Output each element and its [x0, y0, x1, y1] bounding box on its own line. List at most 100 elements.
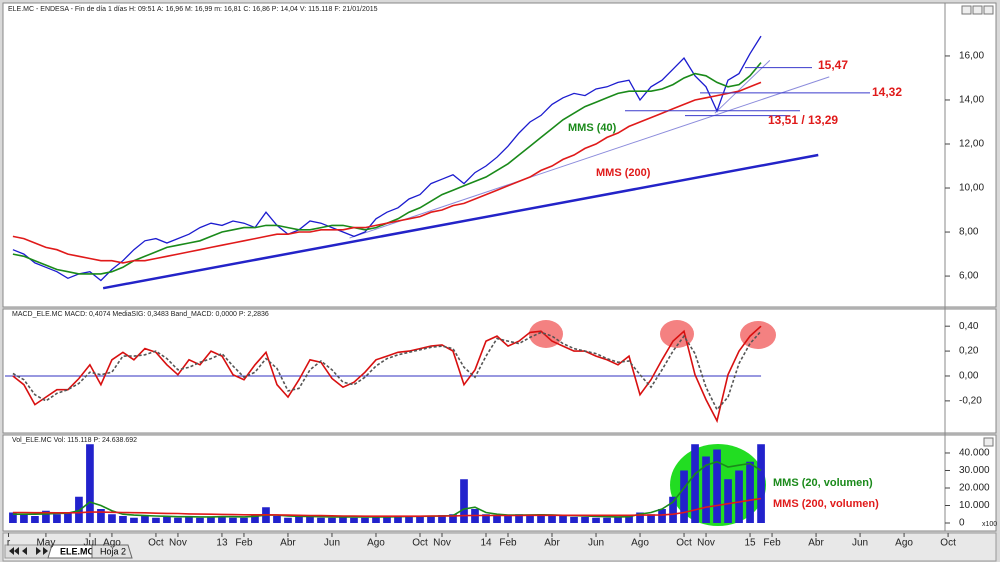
x-tick-label: Abr	[544, 538, 560, 549]
volume-bar	[108, 514, 116, 523]
series-label: MMS (200, volumen)	[773, 498, 879, 510]
volume-bar	[669, 496, 677, 523]
volume-bar	[570, 516, 578, 523]
volume-bar	[53, 514, 61, 523]
volume-bar	[31, 515, 39, 523]
volume-bar	[306, 516, 314, 523]
sheet-navigation[interactable]: ELE.MC Hoja 2	[4, 544, 133, 559]
volume-bar	[350, 517, 358, 523]
volume-bar	[724, 479, 732, 523]
volume-bar	[603, 517, 611, 523]
volume-bar	[504, 515, 512, 523]
x-tick-label: Abr	[280, 538, 296, 549]
trend-line	[349, 76, 830, 239]
volume-bar	[284, 517, 292, 523]
y-tick-label: 0	[959, 518, 965, 529]
x-tick-label: r	[7, 538, 11, 549]
panel-close-button[interactable]	[983, 437, 994, 447]
volume-bar	[625, 515, 633, 523]
volume-bar	[196, 517, 204, 523]
x-tick-label: Jun	[852, 538, 868, 549]
volume-bar	[636, 512, 644, 523]
maximize-button[interactable]	[972, 5, 983, 15]
y-tick-label: 10.000	[959, 500, 990, 511]
volume-bar	[460, 479, 468, 523]
level-label: 14,32	[872, 85, 902, 99]
tab-label[interactable]: ELE.MC	[60, 546, 95, 556]
volume-bar	[229, 517, 237, 523]
volume-bar	[614, 516, 622, 523]
close-button[interactable]	[983, 5, 994, 15]
volume-bar	[361, 517, 369, 523]
volume-bar	[42, 510, 50, 523]
series-line	[12, 325, 762, 424]
trend-line	[714, 59, 771, 114]
macd-header: MACD_ELE.MC MACD: 0,4074 MediaSIG: 0,348…	[12, 311, 269, 318]
series-label: MMS (40)	[568, 122, 617, 134]
volume-bar	[119, 515, 127, 523]
x-tick-label: Oct	[412, 538, 428, 549]
x-tick-label: Ago	[367, 538, 385, 549]
volume-bar	[20, 514, 28, 523]
x-tick-label: 14	[480, 538, 492, 549]
volume-bar	[482, 514, 490, 523]
x-tick-label: 15	[744, 538, 756, 549]
y-tick-label: 8,00	[959, 227, 979, 238]
x-tick-label: Nov	[169, 538, 187, 549]
volume-bar	[185, 515, 193, 523]
volume-bar	[97, 508, 105, 523]
volume-bar	[163, 516, 171, 523]
y-tick-label: 12,00	[959, 139, 984, 150]
volume-bar	[658, 508, 666, 523]
volume-bar	[273, 515, 281, 523]
volume-bar	[207, 516, 215, 523]
x-tick-label: Feb	[499, 538, 517, 549]
volume-bar	[394, 515, 402, 523]
volume-bar	[383, 515, 391, 523]
series-label: MMS (20, volumen)	[773, 477, 873, 489]
x-tick-label: Jun	[588, 538, 604, 549]
volume-bar	[713, 449, 721, 523]
x-tick-label: Ago	[895, 538, 913, 549]
volume-bar	[427, 515, 435, 523]
series-line	[12, 497, 762, 517]
x-tick-label: Jun	[324, 538, 340, 549]
series-line	[12, 81, 762, 264]
volume-bar	[515, 514, 523, 523]
volume-bar	[548, 515, 556, 523]
volume-bar	[218, 515, 226, 523]
volume-bar	[141, 515, 149, 523]
volume-bar	[691, 444, 699, 523]
minimize-button[interactable]	[961, 5, 972, 15]
y-tick-label: 16,00	[959, 51, 984, 62]
series-line	[12, 35, 762, 282]
volume-bar	[251, 514, 259, 523]
x-tick-label: Oct	[148, 538, 164, 549]
volume-bar	[680, 470, 688, 523]
volume-bar	[64, 512, 72, 523]
volume-bar	[746, 461, 754, 523]
volume-bar	[438, 515, 446, 523]
tab-label[interactable]: Hoja 2	[100, 546, 126, 556]
y-tick-label: 40.000	[959, 448, 990, 459]
x-tick-label: May	[36, 538, 55, 549]
series-label: MMS (200)	[596, 167, 651, 179]
peak-highlight	[529, 320, 563, 348]
volume-bar	[317, 517, 325, 523]
time-axis-strip	[2, 532, 997, 562]
x-tick-label: Ago	[103, 538, 121, 549]
window-controls[interactable]	[961, 5, 994, 447]
x-tick-label: Oct	[940, 538, 956, 549]
x-tick-label: Abr	[808, 538, 824, 549]
tab[interactable]	[91, 544, 133, 559]
series-line	[12, 330, 762, 412]
volume-bar	[152, 517, 160, 523]
peak-highlight	[660, 320, 694, 348]
unit-label: x100	[982, 521, 997, 528]
volume-bar	[405, 516, 413, 523]
volume-bar	[647, 514, 655, 523]
macd-panel	[2, 308, 997, 434]
x-tick-label: Oct	[676, 538, 692, 549]
y-tick-label: 20.000	[959, 483, 990, 494]
